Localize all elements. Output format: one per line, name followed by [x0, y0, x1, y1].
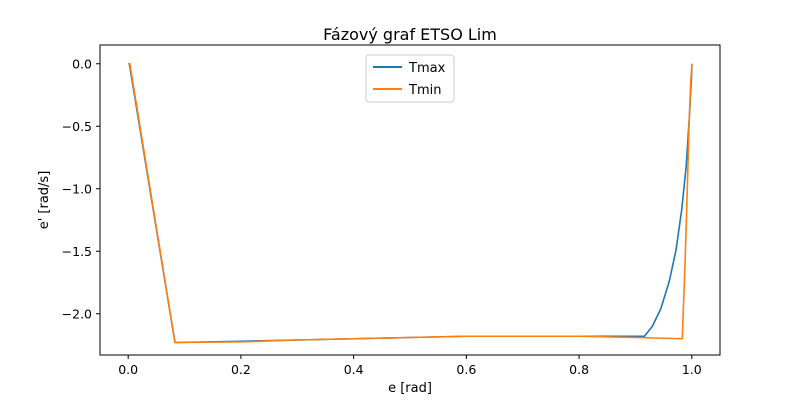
y-tick-label: 0.0 — [72, 56, 92, 71]
x-tick-label: 1.0 — [682, 362, 702, 377]
legend: Tmax Tmin — [365, 54, 455, 103]
x-tick-label: 0.4 — [344, 362, 364, 377]
series-line-tmin — [128, 62, 693, 344]
y-axis: 0.0 −0.5 −1.0 −1.5 −2.0 — [62, 56, 100, 321]
series-layer — [128, 62, 693, 344]
x-tick-label: 0.8 — [569, 362, 589, 377]
y-tick-label: −0.5 — [62, 119, 92, 134]
x-tick-label: 0.0 — [118, 362, 138, 377]
y-tick-label: −1.5 — [62, 244, 92, 259]
y-tick-label: −1.0 — [62, 181, 92, 196]
y-tick-label: −2.0 — [62, 306, 92, 321]
x-tick-label: 0.6 — [456, 362, 476, 377]
legend-label-tmin: Tmin — [408, 83, 441, 98]
legend-label-tmax: Tmax — [408, 61, 446, 76]
plot-frame — [99, 44, 721, 356]
x-axis-label: e [rad] — [388, 381, 432, 396]
chart-title: Fázový graf ETSO Lim — [323, 25, 497, 44]
x-axis: 0.0 0.2 0.4 0.6 0.8 1.0 — [118, 355, 702, 377]
y-axis-label: e' [rad/s] — [37, 171, 52, 230]
plot-area — [99, 44, 721, 356]
x-tick-label: 0.2 — [231, 362, 251, 377]
